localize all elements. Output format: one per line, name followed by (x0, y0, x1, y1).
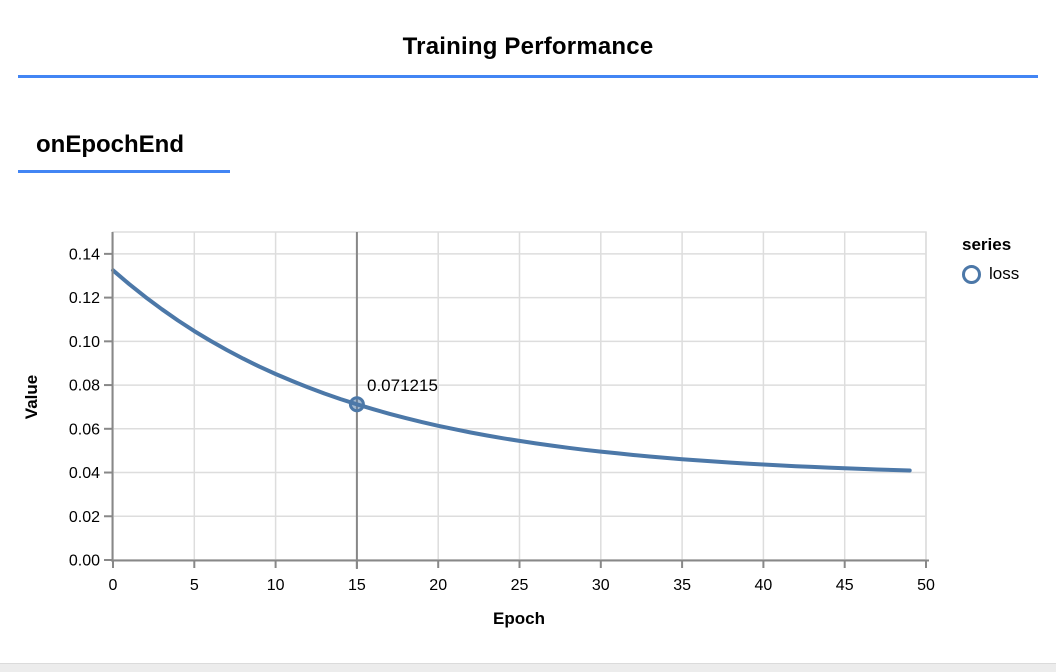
svg-text:35: 35 (673, 577, 691, 594)
legend: series loss (962, 235, 1019, 284)
legend-item-loss[interactable]: loss (962, 264, 1019, 284)
svg-text:15: 15 (348, 577, 366, 594)
svg-text:50: 50 (917, 577, 935, 594)
svg-text:0.08: 0.08 (69, 378, 100, 395)
tooltip-value: 0.071215 (367, 376, 438, 395)
svg-text:0.00: 0.00 (69, 553, 100, 570)
svg-text:0.06: 0.06 (69, 421, 100, 438)
chart-generated: 0 5 10 15 20 25 30 35 40 45 50 0.00 0.02 0.04 0.06 0.08… (69, 231, 935, 594)
page-title: Training Performance (402, 33, 654, 60)
x-axis-title: Epoch (493, 609, 545, 628)
svg-text:20: 20 (429, 577, 447, 594)
y-axis-title: Value (22, 375, 41, 419)
title-underline (18, 75, 1038, 78)
svg-text:45: 45 (836, 577, 854, 594)
bottom-panel-edge (0, 663, 1056, 672)
section-underline (18, 170, 230, 173)
legend-item-label: loss (989, 264, 1020, 283)
svg-text:0.12: 0.12 (69, 290, 100, 307)
svg-text:0.14: 0.14 (69, 246, 100, 263)
svg-text:0.04: 0.04 (69, 465, 100, 482)
legend-circle-icon (962, 264, 981, 284)
legend-title: series (962, 235, 1012, 254)
svg-text:0.10: 0.10 (69, 334, 100, 351)
svg-text:30: 30 (592, 577, 610, 594)
svg-text:5: 5 (190, 577, 199, 594)
svg-text:10: 10 (267, 577, 285, 594)
svg-text:0: 0 (109, 577, 118, 594)
svg-text:25: 25 (511, 577, 529, 594)
section-label: onEpochEnd (36, 131, 184, 158)
svg-text:40: 40 (755, 577, 773, 594)
svg-text:0.02: 0.02 (69, 509, 100, 526)
